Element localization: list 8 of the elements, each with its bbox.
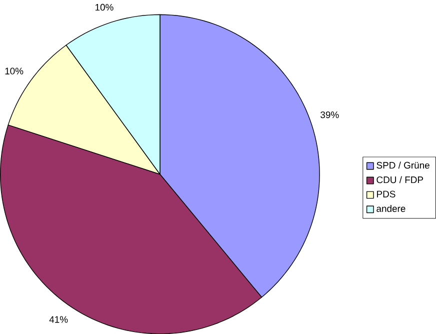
legend-label: CDU / FDP — [376, 176, 424, 184]
legend-label: PDS — [377, 190, 396, 198]
data-label: 39% — [320, 111, 339, 118]
data-label: 41% — [49, 316, 68, 323]
data-label: 10% — [95, 4, 114, 11]
legend-label: andere — [376, 204, 406, 212]
legend-label: SPD / Grüne — [376, 162, 430, 169]
data-label: 10% — [5, 68, 24, 74]
